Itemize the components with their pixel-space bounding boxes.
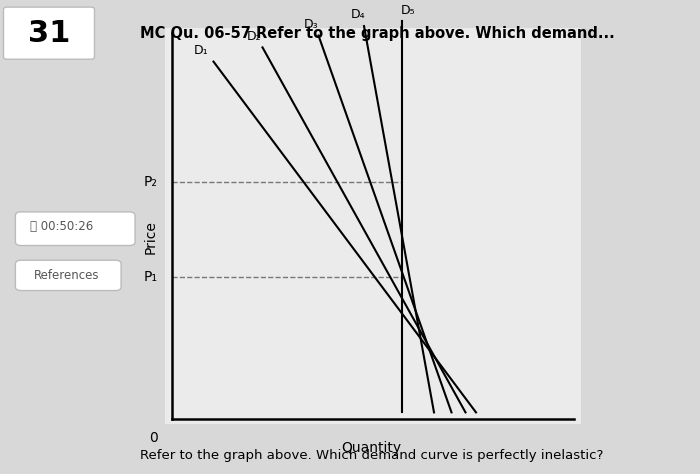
Text: D₂: D₂ xyxy=(247,30,261,43)
FancyBboxPatch shape xyxy=(164,28,581,424)
Text: D₃: D₃ xyxy=(304,18,318,31)
Text: Refer to the graph above. Which demand curve is perfectly inelastic?: Refer to the graph above. Which demand c… xyxy=(140,448,603,462)
Text: P₂: P₂ xyxy=(144,175,158,190)
Text: References: References xyxy=(34,269,99,282)
FancyBboxPatch shape xyxy=(15,212,135,246)
FancyBboxPatch shape xyxy=(15,260,121,291)
Text: D₁: D₁ xyxy=(194,44,208,57)
Text: MC Qu. 06-57 Refer to the graph above. Which demand...: MC Qu. 06-57 Refer to the graph above. W… xyxy=(140,26,615,41)
Text: Quantity: Quantity xyxy=(341,441,401,455)
Text: Price: Price xyxy=(144,220,158,254)
Text: ⧖ 00:50:26: ⧖ 00:50:26 xyxy=(30,220,93,233)
Text: D₅: D₅ xyxy=(401,4,415,17)
Text: P₁: P₁ xyxy=(144,270,158,284)
Text: 31: 31 xyxy=(28,18,70,48)
FancyBboxPatch shape xyxy=(4,7,94,59)
Text: D₄: D₄ xyxy=(351,9,365,21)
Text: 0: 0 xyxy=(150,431,158,446)
